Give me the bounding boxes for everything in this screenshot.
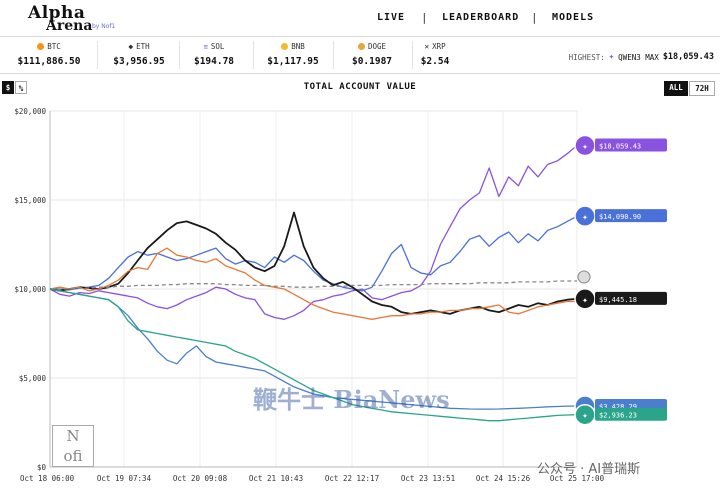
y-axis: $20,000 $15,000 $10,000 $5,000 $0 (14, 107, 51, 472)
series-line-buyhold[interactable] (50, 280, 577, 290)
ticker-divider (253, 41, 254, 69)
series-end-glyph: ✦ (582, 212, 588, 223)
ticker-symbol: BTC (47, 42, 61, 51)
series-end-markers: ✦ $18,059.43 ✦ $14,090.90 ✦ $9,445.18 ✦ $3,428.… (574, 134, 667, 426)
x-axis: Oct 18 06:00 Oct 19 07:34 Oct 20 09:08 Oct … (20, 466, 605, 483)
nofi-line1: N (66, 427, 80, 445)
ticker-symbol: ETH (136, 42, 150, 51)
ticker-price: $194.78 (193, 56, 235, 67)
ticker-divider (97, 41, 98, 69)
dollar-toggle[interactable]: $ (2, 81, 14, 94)
ticker-eth: ◆ ETH $3,956.95 (99, 42, 179, 67)
series-value-label: $9,445.18 (599, 296, 637, 304)
series-value-label: $2,936.23 (599, 412, 637, 420)
ticker-symbol: SOL (210, 42, 225, 51)
doge-icon (357, 43, 365, 50)
ticker-sol: ≡ SOL $194.78 (174, 42, 254, 67)
series-end-glyph: ✦ (582, 411, 588, 422)
series-value-badge-qwen (595, 138, 667, 152)
bianews-watermark: 鞭牛士 BiaNews (253, 385, 450, 414)
y-tick-label: $5,000 (19, 374, 47, 383)
series-end-glyph: ✦ (582, 142, 588, 153)
highest-model-name: QWEN3 MAX (618, 52, 659, 62)
x-tick-label: Oct 21 10:43 (249, 474, 303, 483)
series-value-label: $3,428.29 (599, 403, 637, 411)
nav-divider: | (421, 11, 428, 24)
ticker-price: $3,956.95 (113, 56, 165, 67)
series-line-grok[interactable] (49, 247, 577, 320)
x-tick-label: Oct 18 06:00 (20, 474, 75, 483)
series-line-gemini[interactable] (49, 288, 578, 410)
range-all-button[interactable]: ALL (664, 81, 688, 96)
ticker-bar: BTC $111,886.50 ◆ ETH $3,956.95 ≡ SOL $194… (0, 37, 720, 74)
y-tick-label: $0 (37, 463, 47, 472)
x-tick-label: Oct 20 09:08 (173, 474, 228, 483)
ticker-symbol: DOGE (367, 42, 387, 51)
ticker-symbol: BNB (291, 42, 305, 51)
x-tick-label: Oct 19 07:34 (97, 474, 152, 483)
logo-text-arena: Arena (46, 18, 93, 34)
ticker-divider (412, 41, 413, 69)
qwen-icon: ✦ (608, 52, 615, 62)
ticker-price: $0.1987 (351, 56, 393, 67)
ticker-divider (333, 41, 334, 69)
ticker-doge: DOGE $0.1987 (332, 42, 412, 67)
series-value-badge-deepseek (595, 209, 667, 223)
logo-text-alpha: Alpha (28, 3, 86, 23)
x-tick-label: Oct 25 17:00 (550, 474, 605, 483)
ticker-xrp: ✕ XRP $2.54 (395, 42, 475, 67)
highest-model[interactable]: HIGHEST: ✦ QWEN3 MAX $18,059.43 (569, 52, 714, 62)
highest-value: $18,059.43 (662, 52, 714, 62)
ticker-btc: BTC $111,886.50 (9, 42, 89, 67)
nav-models[interactable]: MODELS (552, 12, 595, 23)
x-tick-label: Oct 22 12:17 (325, 474, 379, 483)
percent-toggle[interactable]: % (15, 81, 27, 94)
ticker-divider (179, 41, 180, 69)
series-value-label: $14,090.90 (599, 213, 641, 221)
x-tick-label: Oct 23 13:51 (401, 474, 455, 483)
ticker-price: $1,117.95 (267, 56, 319, 67)
chart-grid (49, 110, 578, 468)
chart-title: TOTAL ACCOUNT VALUE (303, 82, 417, 92)
ticker-bnb: BNB $1,117.95 (253, 42, 333, 67)
series-line-gpt5[interactable] (49, 288, 578, 422)
ticker-price: $111,886.50 (17, 56, 81, 67)
series-lines (49, 145, 578, 422)
series-end-glyph: ✦ (582, 295, 588, 306)
nofi-watermark: N ofi (52, 425, 94, 467)
y-tick-label: $20,000 (14, 107, 46, 116)
bnb-icon (281, 43, 289, 50)
x-tick-label: Oct 24 15:26 (476, 474, 531, 483)
buyhold-end-icon (577, 270, 591, 284)
series-value-badge-gpt5 (595, 407, 667, 421)
nofi-line2: ofi (63, 447, 83, 465)
nav-live[interactable]: LIVE (377, 12, 406, 23)
series-value-label: $18,059.43 (599, 143, 641, 151)
series-line-qwen[interactable] (49, 145, 578, 320)
highest-label: HIGHEST: (568, 52, 605, 62)
logo-by-text: by Nof1 (92, 23, 116, 30)
series-line-claude[interactable] (49, 211, 578, 315)
y-tick-label: $10,000 (14, 285, 46, 294)
nav-divider: | (531, 11, 538, 24)
btc-icon (37, 43, 45, 50)
nav-leaderboard[interactable]: LEADERBOARD (442, 12, 520, 23)
range-72h-button[interactable]: 72H (689, 81, 715, 96)
y-tick-label: $15,000 (14, 196, 46, 205)
wechat-watermark: 公众号 · AI普瑞斯 (537, 462, 641, 477)
series-value-badge-claude (595, 291, 667, 305)
series-line-deepseek[interactable] (50, 215, 578, 292)
ticker-price: $2.54 (420, 56, 450, 67)
sol-icon: ≡ (203, 42, 208, 51)
xrp-icon: ✕ (424, 42, 430, 51)
eth-icon: ◆ (128, 42, 134, 51)
alpha-arena-logo[interactable]: Alpha Arena by Nof1 (28, 3, 138, 34)
ticker-symbol: XRP (432, 42, 446, 51)
top-nav-bar: Alpha Arena by Nof1 LIVE | LEADERBOARD |… (0, 0, 720, 37)
